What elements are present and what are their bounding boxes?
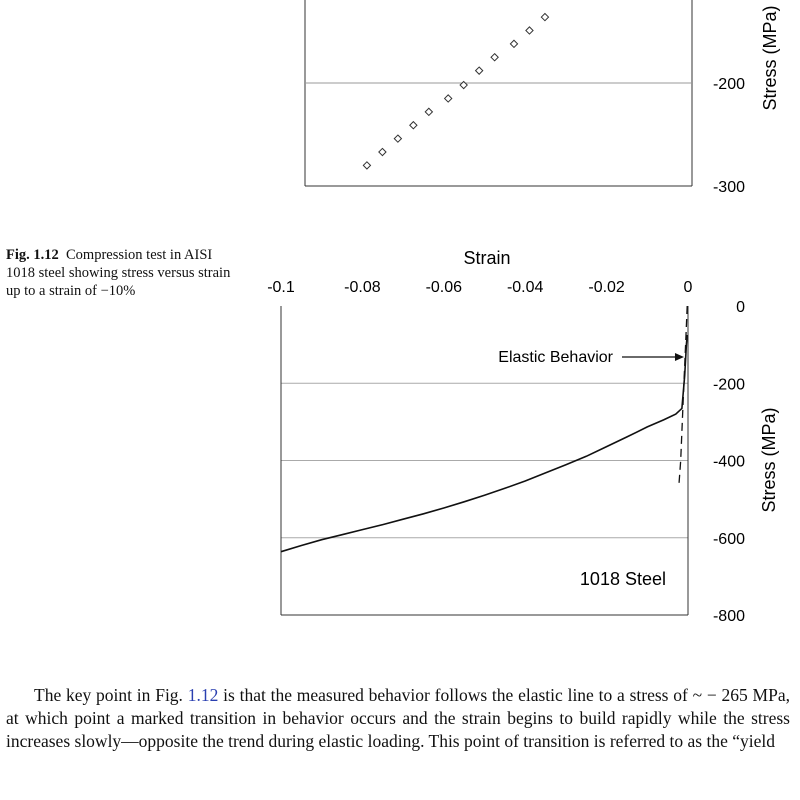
y-tick-label: -600 (713, 531, 745, 548)
x-tick-label: -0.04 (507, 279, 544, 296)
data-point-marker (490, 52, 499, 62)
y-tick-label: -400 (713, 454, 745, 471)
annotation-arrow-head (674, 353, 684, 361)
x-tick-label: -0.1 (267, 279, 295, 296)
stress-strain-chart: -0.1 -0.08 -0.06 -0.04 -0.02 0 0 -200 -400 -600 -… (267, 248, 779, 625)
y-tick-label: -800 (713, 608, 745, 625)
elastic-behavior-annotation: Elastic Behavior (498, 349, 613, 366)
stress-strain-curve (280, 334, 688, 553)
material-label: 1018 Steel (580, 569, 666, 589)
x-axis-label: Strain (463, 248, 510, 268)
data-point-marker (409, 120, 418, 130)
data-point-marker (443, 94, 453, 103)
data-point-marker (509, 39, 519, 49)
data-point-marker (424, 107, 434, 117)
data-point-marker (540, 12, 550, 22)
figure-caption: Fig. 1.12 Compression test in AISI 1018 … (6, 246, 238, 300)
figure-reference-link[interactable]: 1.12 (187, 685, 219, 705)
figure-caption-text: Compression test in AISI 1018 steel show… (6, 247, 231, 299)
x-tick-label: -0.02 (588, 279, 625, 296)
body-paragraph: The key point in Fig. 1.12 is that the m… (6, 684, 790, 753)
x-tick-label: 0 (684, 279, 693, 296)
data-point-marker (525, 26, 534, 35)
figure-caption-label: Fig. 1.12 (6, 247, 59, 263)
y-tick-label: 0 (736, 299, 745, 316)
body-text-end: is that the measured behavior follows th… (6, 685, 790, 751)
data-point-marker (393, 134, 403, 143)
data-point-marker (378, 147, 387, 157)
x-tick-label: -0.06 (426, 279, 463, 296)
data-point-marker (474, 66, 484, 75)
x-tick-label: -0.08 (344, 279, 381, 296)
body-text-start: The key point in Fig. (34, 685, 188, 705)
elastic-line-dashed (678, 305, 688, 484)
top-y-tick-label: -300 (713, 179, 745, 196)
top-y-tick-label: -200 (713, 76, 745, 93)
y-axis-label: Stress (MPa) (759, 407, 779, 512)
data-point-marker (459, 80, 468, 90)
data-point-marker (362, 161, 372, 170)
y-tick-label: -200 (713, 376, 745, 393)
top-scatter-chart: -200 -300 Stress (MPa) (304, 0, 780, 196)
top-y-axis-label: Stress (MPa) (760, 5, 780, 110)
